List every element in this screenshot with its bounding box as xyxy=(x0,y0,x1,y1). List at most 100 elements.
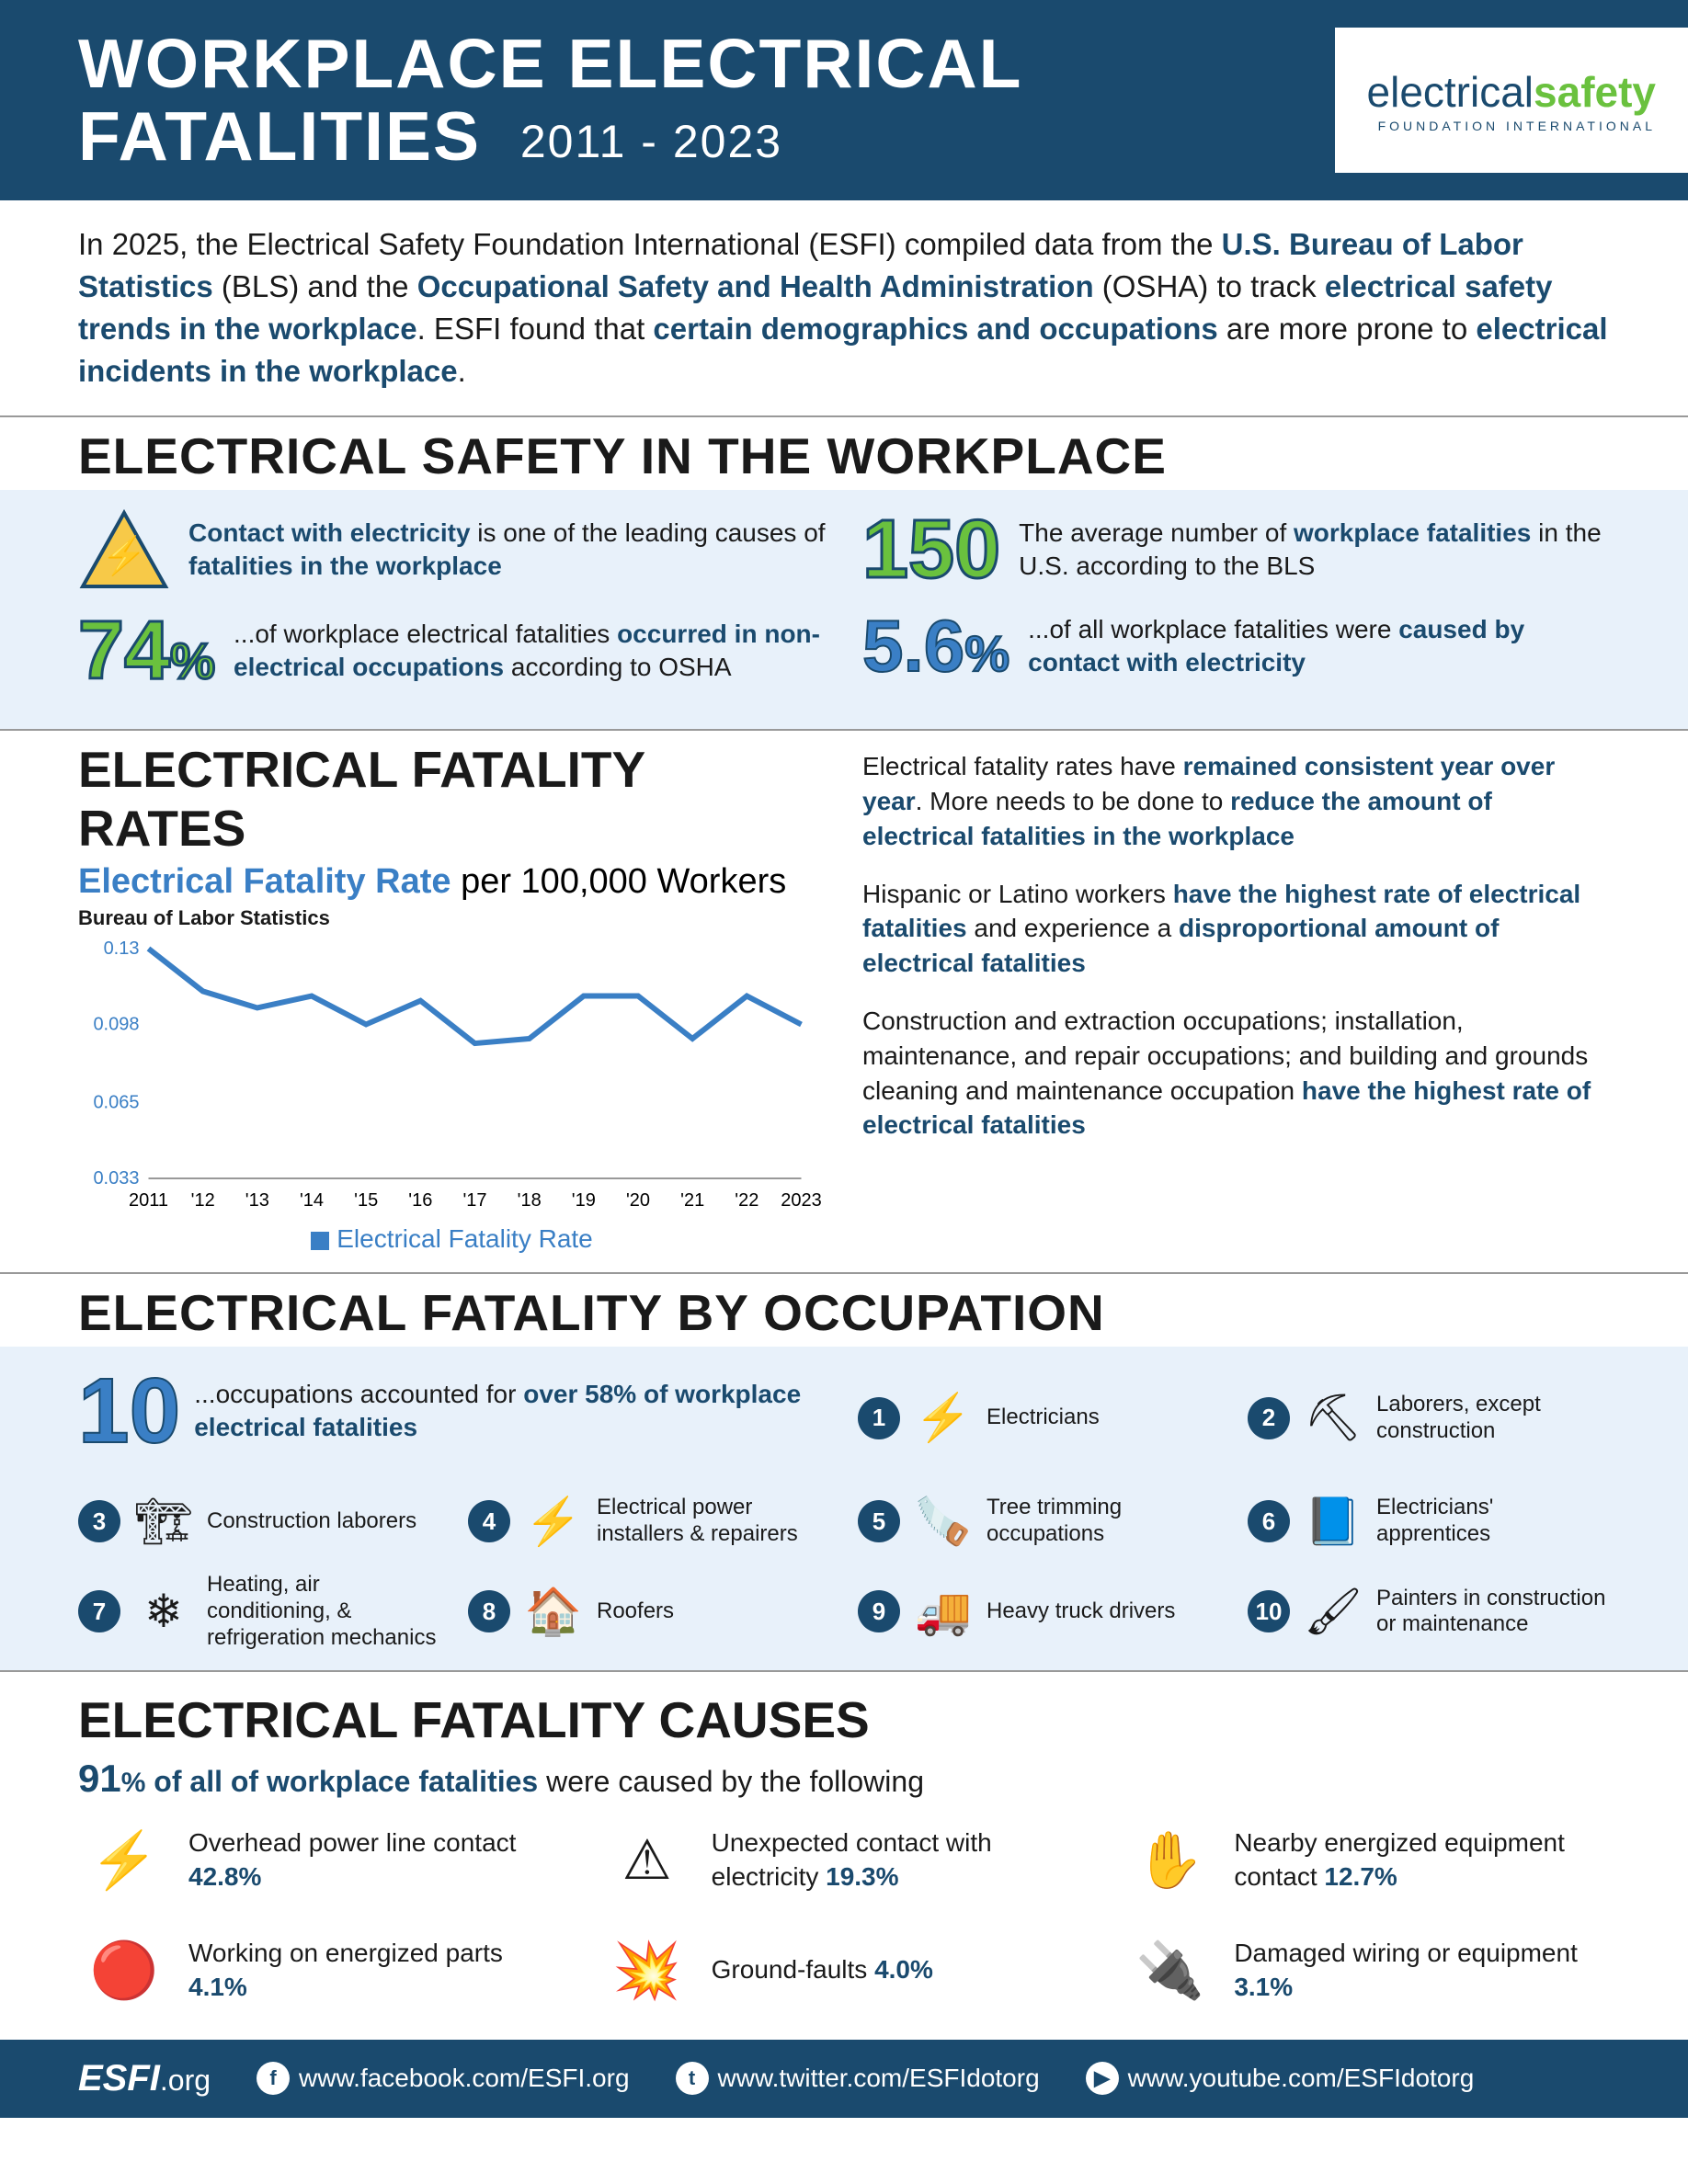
stat-text: Contact with electricity is one of the l… xyxy=(188,517,826,584)
occ-rank-badge: 3 xyxy=(78,1500,120,1542)
footer-yt-url: www.youtube.com/ESFIdotorg xyxy=(1128,2064,1475,2093)
svg-text:'15: '15 xyxy=(354,1190,378,1211)
occ-item-3: 3 🏗 Construction laborers xyxy=(78,1489,440,1553)
occ-rank-badge: 2 xyxy=(1248,1397,1290,1439)
occ-grid: 10...occupations accounted for over 58% … xyxy=(78,1365,1610,1651)
svg-text:'12: '12 xyxy=(191,1190,215,1211)
stat-num: 74 xyxy=(78,605,170,697)
occ-big-number: 10 xyxy=(78,1365,180,1457)
cause-icon: 🔌 xyxy=(1123,1929,1215,2012)
svg-text:'19: '19 xyxy=(572,1190,596,1211)
legend-label: Electrical Fatality Rate xyxy=(336,1224,593,1253)
cause-text: Ground-faults 4.0% xyxy=(712,1953,933,1986)
intro-text: are more prone to xyxy=(1218,312,1477,346)
occ-rank-badge: 10 xyxy=(1248,1590,1290,1632)
footer-youtube: ▶ www.youtube.com/ESFIdotorg xyxy=(1086,2062,1475,2095)
occ-label: Electricians' apprentices xyxy=(1376,1495,1610,1548)
stat-number-150: 150 xyxy=(862,508,1000,591)
occ-item-2: 2⛏Laborers, except construction xyxy=(1248,1365,1610,1471)
svg-text:0.13: 0.13 xyxy=(104,939,140,959)
youtube-icon: ▶ xyxy=(1086,2062,1119,2095)
footer-tw-url: www.twitter.com/ESFIdotorg xyxy=(718,2064,1040,2093)
occ-item-9: 9🚚Heavy truck drivers xyxy=(858,1572,1220,1651)
occ-item-4: 4⚡Electrical power installers & repairer… xyxy=(468,1489,830,1553)
svg-text:'22: '22 xyxy=(735,1190,758,1211)
stat-text: ...of all workplace fatalities were caus… xyxy=(1028,613,1610,680)
stat-56pct: 5.6% ...of all workplace fatalities were… xyxy=(862,609,1610,683)
stat-74pct: 74% ...of workplace electrical fatalitie… xyxy=(78,609,826,692)
fatality-rate-line-chart: 0.0330.0650.0980.132011'12'13'14'15'16'1… xyxy=(78,939,826,1215)
rates-title: ELECTRICAL FATALITY RATES xyxy=(78,731,826,858)
warning-triangle-icon: ⚡ xyxy=(78,508,170,591)
svg-text:'17: '17 xyxy=(462,1190,486,1211)
footer-org: .org xyxy=(160,2064,211,2097)
header-title-block: WORKPLACE ELECTRICAL FATALITIES 2011 - 2… xyxy=(78,28,1335,173)
stat-bold: workplace fatalities xyxy=(1294,518,1531,547)
intro-text: . ESFI found that xyxy=(417,312,654,346)
occ-rank-badge: 6 xyxy=(1248,1500,1290,1542)
occ-icon: 📘 xyxy=(1301,1489,1365,1553)
cause-text: Nearby energized equipment contact 12.7% xyxy=(1234,1826,1610,1894)
occ-icon: 🚚 xyxy=(911,1579,975,1644)
occ-icon: 🖌 xyxy=(1301,1579,1365,1644)
rates-para1: Electrical fatality rates have remained … xyxy=(862,749,1610,853)
occ-rank-badge: 7 xyxy=(78,1590,120,1632)
stat-plain: is one of the leading causes of xyxy=(471,518,826,547)
cause-item-1: ⚡Overhead power line contact 42.8% xyxy=(78,1819,565,1902)
section1-band: ⚡ Contact with electricity is one of the… xyxy=(0,490,1688,729)
title-word: FATALITIES xyxy=(78,97,481,175)
occ-label: Painters in construction or maintenance xyxy=(1376,1586,1610,1639)
stat-text: The average number of workplace fataliti… xyxy=(1019,517,1610,584)
occ-item-1: 1⚡Electricians xyxy=(858,1365,1220,1471)
rates-text-block: Electrical fatality rates have remained … xyxy=(862,731,1610,1254)
occ-icon: ❄ xyxy=(131,1579,196,1644)
svg-text:⚡: ⚡ xyxy=(101,534,147,577)
causes-title: ELECTRICAL FATALITY CAUSES xyxy=(78,1681,1610,1749)
occ-label: Laborers, except construction xyxy=(1376,1392,1610,1445)
title-line1: WORKPLACE ELECTRICAL xyxy=(78,28,1335,100)
svg-text:0.065: 0.065 xyxy=(93,1093,139,1113)
cause-item-6: 🔌Damaged wiring or equipment 3.1% xyxy=(1123,1929,1610,2012)
stat-number-74: 74% xyxy=(78,609,215,692)
stat-pct: % xyxy=(170,632,215,689)
stat-plain: ...of all workplace fatalities were xyxy=(1028,615,1398,643)
footer-esfi: ESFI.org xyxy=(78,2058,211,2099)
occ-label: Tree trimming occupations xyxy=(987,1495,1220,1548)
footer: ESFI.org fwww.facebook.com/ESFI.org twww… xyxy=(0,2040,1688,2118)
causes-bold: of all of workplace fatalities xyxy=(145,1765,538,1798)
rates-chart-block: ELECTRICAL FATALITY RATES Electrical Fat… xyxy=(78,731,826,1254)
svg-text:2011: 2011 xyxy=(129,1190,168,1211)
chart-title-black: per 100,000 Workers xyxy=(451,862,787,901)
svg-text:0.098: 0.098 xyxy=(93,1015,139,1035)
occ-item-7: 7 ❄Heating, air conditioning, & refrigera… xyxy=(78,1572,440,1651)
title-line2: FATALITIES 2011 - 2023 xyxy=(78,100,1335,173)
causes-pct-num: 91 xyxy=(78,1757,121,1800)
intro-text: . xyxy=(458,354,466,388)
occ-rank-badge: 8 xyxy=(468,1590,510,1632)
stat-plain: according to OSHA xyxy=(504,653,731,681)
rates-text: and experience a xyxy=(967,914,1179,942)
cause-item-2: ⚠Unexpected contact with electricity 19.… xyxy=(601,1819,1088,1902)
logo-subtitle: FOUNDATION INTERNATIONAL xyxy=(1367,119,1656,133)
occ-label: Heavy truck drivers xyxy=(987,1598,1175,1625)
cause-text: Working on energized parts 4.1% xyxy=(188,1937,565,2004)
stat-number-56: 5.6% xyxy=(862,609,1009,683)
rates-text: . More needs to be done to xyxy=(916,787,1230,815)
occ-icon: 🏗 xyxy=(131,1489,196,1553)
legend-square-icon xyxy=(311,1232,329,1250)
occ-label: Heating, air conditioning, & refrigerati… xyxy=(207,1572,440,1651)
svg-text:'18: '18 xyxy=(518,1190,542,1211)
occ-label: Roofers xyxy=(597,1598,674,1625)
header: WORKPLACE ELECTRICAL FATALITIES 2011 - 2… xyxy=(0,0,1688,200)
causes-grid: ⚡Overhead power line contact 42.8% ⚠Unexp… xyxy=(78,1819,1610,2012)
occ-rank-badge: 1 xyxy=(858,1397,900,1439)
svg-text:'13: '13 xyxy=(245,1190,269,1211)
cause-icon: 💥 xyxy=(601,1929,693,2012)
occ-label: Construction laborers xyxy=(207,1508,416,1535)
occ-icon: ⚡ xyxy=(911,1386,975,1450)
cause-text: Overhead power line contact 42.8% xyxy=(188,1826,565,1894)
occ-item-6: 6 📘Electricians' apprentices xyxy=(1248,1489,1610,1553)
occ-label: Electrical power installers & repairers xyxy=(597,1495,830,1548)
intro-demo: certain demographics and occupations xyxy=(653,312,1217,346)
chart-title-blue: Electrical Fatality Rate xyxy=(78,862,451,901)
